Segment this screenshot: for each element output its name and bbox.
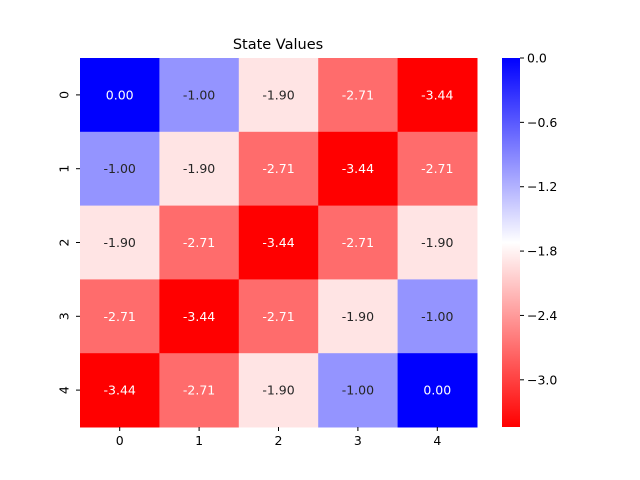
heatmap-cell (238, 353, 319, 428)
cell-value-label: -1.00 (104, 161, 136, 176)
heatmap-cell (159, 353, 240, 428)
y-tick-label: 0 (57, 91, 72, 99)
y-tick-label: 2 (57, 239, 72, 247)
heatmap-cell (397, 205, 478, 280)
cell-value-label: -1.00 (183, 87, 215, 102)
x-axis: 0 1 2 3 4 (116, 427, 441, 448)
heatmap-cell (80, 279, 160, 354)
heatmap-cell (80, 353, 160, 428)
heatmap-cell (159, 58, 240, 133)
colorbar-tick-label: −2.4 (527, 308, 557, 323)
cell-value-label: -2.71 (262, 309, 294, 324)
x-tick-label: 4 (433, 433, 441, 448)
x-tick-label: 3 (354, 433, 362, 448)
colorbar: 0.0 −0.6 −1.2 −1.8 −2.4 −3.0 (502, 51, 557, 427)
heatmap-cell (159, 131, 240, 207)
heatmap-cell (397, 131, 478, 207)
cell-value-label: -2.71 (104, 309, 136, 324)
colorbar-tick-label: −0.6 (527, 115, 557, 130)
colorbar-tick-label: −1.8 (527, 244, 557, 259)
cell-value-label: -3.44 (262, 235, 294, 250)
colorbar-tick-label: 0.0 (527, 51, 547, 66)
cell-value-label: -1.90 (183, 161, 215, 176)
heatmap-cell (397, 279, 478, 354)
cell-value-label: -2.71 (183, 383, 215, 398)
colorbar-gradient (502, 58, 520, 427)
heatmap-cell (318, 131, 399, 207)
colorbar-tick-label: −1.2 (527, 179, 557, 194)
heatmap-cell (397, 353, 478, 428)
heatmap-cell (238, 131, 319, 207)
colorbar-tick-label: −3.0 (527, 372, 557, 387)
heatmap-cell (397, 58, 478, 133)
x-tick-label: 2 (275, 433, 283, 448)
heatmap-cell (80, 58, 160, 133)
cell-value-label: 0.00 (423, 383, 451, 398)
heatmap-cell (318, 353, 399, 428)
cell-value-label: -2.71 (342, 87, 374, 102)
cell-value-label: -2.71 (342, 235, 374, 250)
heatmap-cell (238, 205, 319, 280)
cell-value-label: 0.00 (106, 87, 134, 102)
heatmap-cell (159, 205, 240, 280)
cell-value-label: -1.90 (104, 235, 136, 250)
heatmap-cell (318, 279, 399, 354)
heatmap-cell (238, 58, 319, 133)
heatmap-cell (238, 279, 319, 354)
cell-value-label: -1.90 (262, 383, 294, 398)
cell-value-label: -2.71 (421, 161, 453, 176)
x-tick-label: 0 (116, 433, 124, 448)
cell-value-label: -2.71 (262, 161, 294, 176)
heatmap-cell (318, 205, 399, 280)
heatmap-cell (159, 279, 240, 354)
heatmap-cell (80, 205, 160, 280)
cell-value-label: -1.90 (421, 235, 453, 250)
heatmap-cells: 0.00 -1.00 -1.90 -2.71 -3.44 -1.00 -1.90 -2.71 -… (80, 58, 478, 428)
y-tick-label: 4 (57, 386, 72, 394)
y-axis: 0 1 2 3 4 (57, 91, 80, 394)
cell-value-label: -2.71 (183, 235, 215, 250)
cell-value-label: -3.44 (421, 87, 453, 102)
cell-value-label: -1.90 (262, 87, 294, 102)
cell-value-label: -1.00 (342, 383, 374, 398)
chart-title: State Values (233, 37, 323, 53)
cell-value-label: -3.44 (183, 309, 215, 324)
cell-value-label: -3.44 (104, 383, 136, 398)
y-tick-label: 1 (57, 165, 72, 173)
y-tick-label: 3 (57, 312, 72, 320)
cell-value-label: -1.90 (342, 309, 374, 324)
heatmap-cell (80, 131, 160, 207)
x-tick-label: 1 (195, 433, 203, 448)
heatmap-cell (318, 58, 399, 133)
cell-value-label: -1.00 (421, 309, 453, 324)
cell-value-label: -3.44 (342, 161, 374, 176)
